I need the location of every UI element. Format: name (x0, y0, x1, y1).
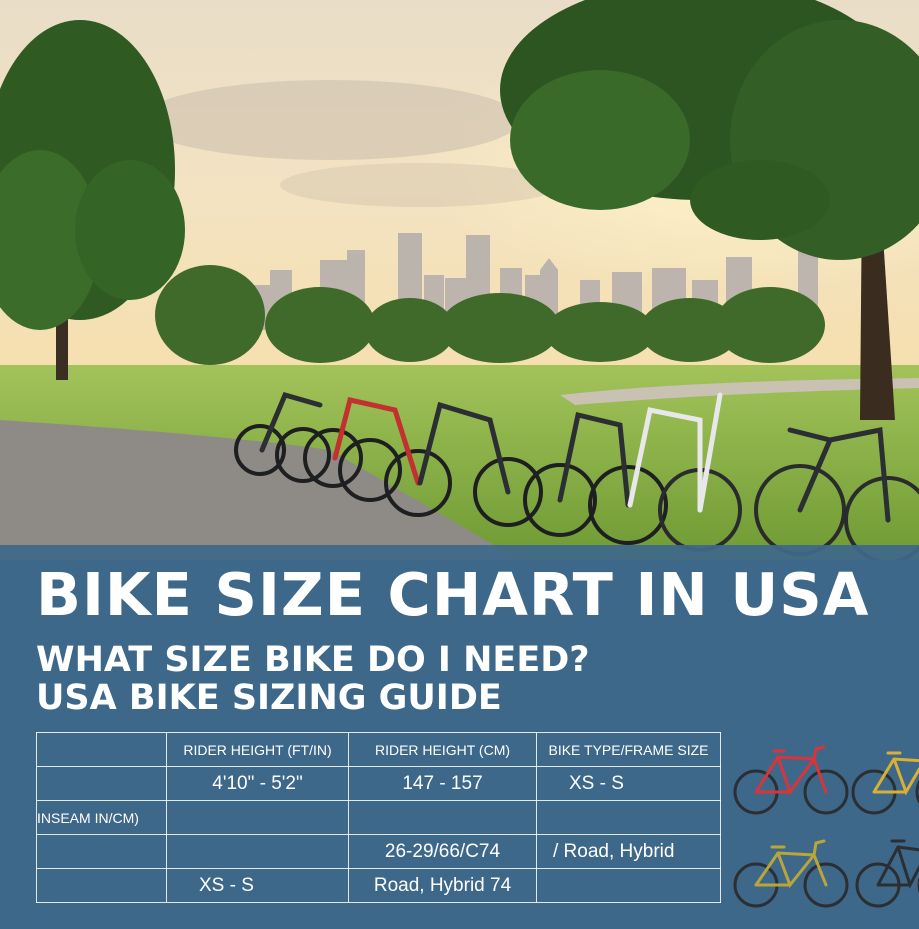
bike-illustrations (728, 735, 919, 915)
table-cell (36, 834, 167, 869)
header-cell (36, 732, 167, 767)
table-cell: 147 - 157 (348, 766, 537, 801)
table-cell: Road, Hybrid 74 (348, 868, 537, 903)
table-row: 26-29/66/C74 / Road, Hybrid (36, 834, 721, 869)
banner-title: BIKE SIZE CHART IN USA (36, 560, 870, 629)
banner-subtitle-guide: USA BIKE SIZING GUIDE (36, 678, 502, 718)
table-cell: INSEAM IN/CM) (36, 800, 167, 835)
table-cell (536, 800, 721, 835)
park-skyline-photo (0, 0, 919, 560)
table-cell: 26-29/66/C74 (348, 834, 537, 869)
banner-subtitle: WHAT SIZE BIKE DO I NEED? (36, 640, 590, 680)
table-cell: XS - S (166, 868, 349, 903)
red-bike-icon (733, 745, 849, 815)
header-cell: BIKE TYPE/FRAME SIZE (536, 732, 721, 767)
olive-bike-icon (733, 839, 849, 908)
table-row: INSEAM IN/CM) (36, 800, 721, 835)
table-cell (166, 834, 349, 869)
table-row: 4'10" - 5'2" 147 - 157 XS - S (36, 766, 721, 801)
table-cell (166, 800, 349, 835)
table-row: XS - S Road, Hybrid 74 (36, 868, 721, 903)
table-cell (36, 766, 167, 801)
table-cell (348, 800, 537, 835)
table-cell (536, 868, 721, 903)
table-cell: / Road, Hybrid (536, 834, 721, 869)
table-cell: 4'10" - 5'2" (166, 766, 349, 801)
table-cell: XS - S (536, 766, 721, 801)
table-cell (36, 868, 167, 903)
size-chart-table: RIDER HEIGHT (FT/IN) RIDER HEIGHT (CM) B… (36, 732, 721, 903)
dark-bike-icon (855, 839, 919, 908)
table-header-row: RIDER HEIGHT (FT/IN) RIDER HEIGHT (CM) B… (36, 732, 721, 767)
header-cell: RIDER HEIGHT (CM) (348, 732, 537, 767)
yellow-bike-icon (851, 751, 919, 815)
header-cell: RIDER HEIGHT (FT/IN) (166, 732, 349, 767)
